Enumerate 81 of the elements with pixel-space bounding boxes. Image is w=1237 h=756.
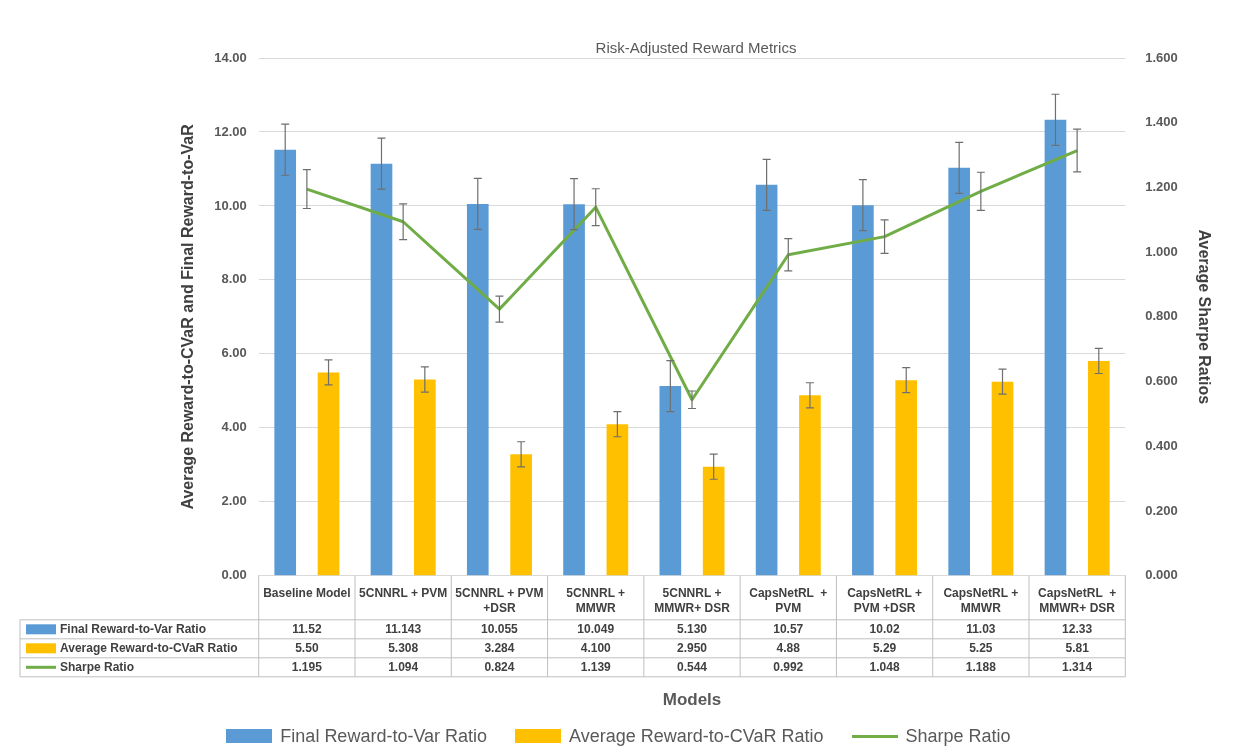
data-label: 0.824	[484, 659, 515, 674]
y2-axis-title: Average Sharpe Ratios	[1195, 229, 1213, 405]
bar	[606, 424, 629, 576]
data-label: 5.130	[676, 621, 708, 636]
x-tick-label: 5CNNRL + PVM +DSR	[455, 586, 544, 615]
y2-tick-label: 0.800	[1145, 308, 1178, 324]
x-tick-label: Baseline Model	[263, 586, 351, 601]
y-tick-label: 4.00	[221, 419, 247, 435]
x-tick-label: CapsNetRL + PVM	[749, 586, 828, 615]
x-tick-label: CapsNetRL + MMWR+ DSR	[1038, 586, 1117, 615]
bar	[852, 205, 874, 576]
data-label: 1.188	[965, 659, 997, 674]
legend-label: Sharpe Ratio	[60, 659, 135, 674]
x-tick-label: 5CNNRL + MMWR	[566, 586, 626, 615]
text: Average Reward-to-CVaR Ratio	[569, 725, 824, 746]
data-label: 10.57	[773, 621, 804, 636]
data-label: 1.094	[388, 659, 419, 674]
y-axis-title: Average Reward-to-CVaR and Final Reward-to-VaR	[179, 123, 197, 510]
bar	[370, 163, 393, 576]
y2-tick-label: 0.400	[1145, 437, 1178, 453]
data-label: 1.314	[1062, 659, 1093, 674]
x-tick-label: CapsNetRL + MMWR	[943, 586, 1019, 615]
data-label: 0.992	[773, 659, 804, 674]
chart-title: Risk-Adjusted Reward Metrics	[595, 39, 797, 57]
data-label: 5.50	[295, 640, 319, 655]
y2-tick-label: 1.400	[1145, 114, 1178, 130]
x-axis-title: Models	[662, 690, 722, 710]
bar	[317, 372, 340, 576]
y-tick-label: 14.00	[214, 49, 247, 65]
bar	[466, 203, 489, 576]
bar	[799, 395, 821, 576]
y2-tick-label: 0.000	[1145, 567, 1178, 583]
data-label: 1.048	[869, 659, 900, 674]
y2-tick-label: 1.200	[1145, 179, 1178, 195]
x-tick-label: CapsNetRL + PVM +DSR	[847, 586, 922, 615]
y-tick-label: 10.00	[214, 197, 247, 213]
y-tick-label: 6.00	[221, 345, 247, 361]
y-tick-label: 8.00	[221, 271, 247, 287]
x-tick-label: 5CNNRL + MMWR+ DSR	[654, 586, 731, 615]
bar	[413, 379, 436, 576]
data-label: 11.143	[385, 621, 422, 636]
text: Final Reward-to-Var Ratio	[280, 725, 488, 746]
data-label: 10.02	[869, 621, 900, 636]
bar	[1087, 360, 1110, 576]
data-label: 5.29	[872, 640, 897, 655]
text: Sharpe Ratio	[905, 725, 1011, 746]
bar	[563, 204, 585, 576]
data-label: 10.049	[577, 621, 615, 636]
data-label: 5.81	[1065, 640, 1090, 655]
bar	[895, 380, 918, 576]
legend-label: Final Reward-to-Var Ratio	[60, 621, 207, 636]
bar	[948, 167, 971, 576]
data-label: 1.195	[291, 659, 323, 674]
bar	[1044, 119, 1067, 576]
data-label: 11.03	[966, 621, 996, 636]
data-label: 10.055	[481, 621, 519, 636]
bar	[702, 466, 725, 576]
data-label: 3.284	[484, 640, 515, 655]
bar	[274, 149, 297, 576]
data-label: 4.88	[776, 640, 801, 655]
x-tick-label: 5CNNRL + PVM	[359, 586, 448, 601]
y2-tick-label: 1.000	[1145, 243, 1178, 259]
data-label: 5.308	[388, 640, 419, 655]
y-tick-label: 2.00	[221, 493, 247, 509]
y-tick-label: 0.00	[221, 567, 247, 583]
data-label: 11.52	[292, 621, 322, 636]
y2-tick-label: 1.600	[1145, 49, 1178, 65]
data-label: 1.139	[580, 659, 612, 674]
y-tick-label: 12.00	[214, 123, 247, 139]
bar	[659, 386, 682, 576]
data-label: 5.25	[969, 640, 993, 655]
y2-tick-label: 0.200	[1145, 502, 1178, 518]
data-label: 12.33	[1062, 621, 1093, 636]
data-label: 2.950	[676, 640, 708, 655]
bar	[510, 454, 532, 576]
legend-label: Average Reward-to-CVaR Ratio	[60, 640, 238, 655]
y2-tick-label: 0.600	[1145, 373, 1178, 389]
data-label: 0.544	[676, 659, 708, 674]
data-label: 4.100	[580, 640, 612, 655]
bar	[991, 381, 1014, 576]
bar	[755, 184, 778, 576]
